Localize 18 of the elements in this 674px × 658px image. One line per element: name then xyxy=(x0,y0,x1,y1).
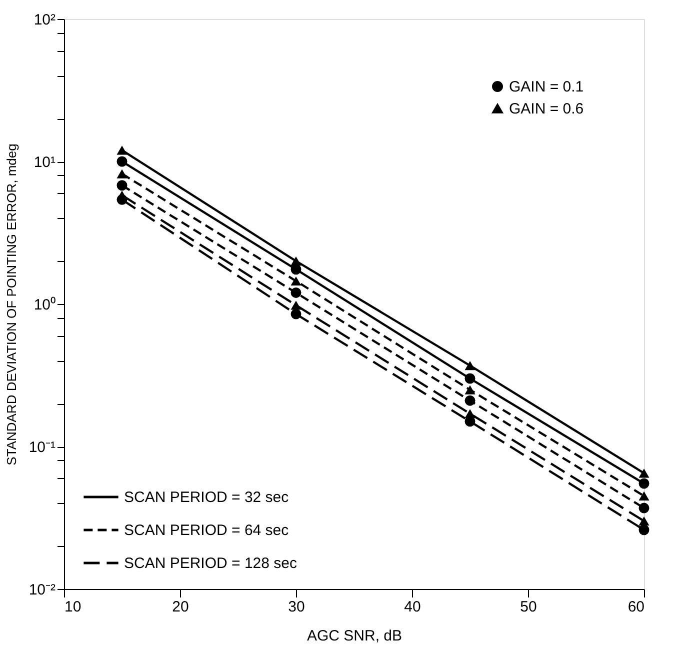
legend-label: SCAN PERIOD = 64 sec xyxy=(124,522,290,539)
y-tick-label: 10⁻² xyxy=(28,582,56,598)
y-tick-label: 10⁻¹ xyxy=(28,439,56,456)
x-tick-label: 40 xyxy=(404,598,421,616)
legend-label: SCAN PERIOD = 128 sec xyxy=(124,555,298,572)
y-tick-label: 10⁰ xyxy=(34,296,56,314)
x-tick-label: 60 xyxy=(628,598,644,616)
x-tick-label: 10 xyxy=(64,598,82,616)
y-tick-label: 10² xyxy=(34,12,56,28)
y-axis-title: STANDARD DEVIATION OF POINTING ERROR, mdeg xyxy=(4,144,19,466)
legend-label: GAIN = 0.1 xyxy=(509,78,584,96)
x-tick-label: 30 xyxy=(288,598,305,616)
legend-label: SCAN PERIOD = 32 sec xyxy=(124,489,290,506)
legend-label: GAIN = 0.6 xyxy=(509,100,584,118)
x-tick-label: 20 xyxy=(172,598,189,616)
x-axis-title: AGC SNR, dB xyxy=(306,628,402,644)
y-tick-label: 10¹ xyxy=(34,154,56,171)
x-tick-label: 50 xyxy=(520,598,537,616)
